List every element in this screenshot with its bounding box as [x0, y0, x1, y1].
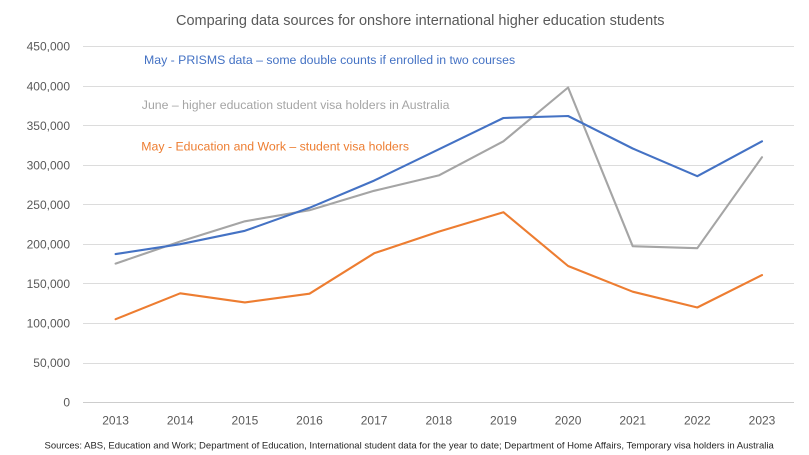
svg-text:250,000: 250,000 [27, 198, 71, 212]
svg-text:300,000: 300,000 [27, 159, 71, 173]
svg-text:Comparing data sources for ons: Comparing data sources for onshore inter… [176, 13, 664, 29]
svg-text:May - PRISMS data – some doubl: May - PRISMS data – some double counts i… [144, 53, 515, 67]
svg-text:200,000: 200,000 [27, 238, 71, 252]
svg-text:150,000: 150,000 [27, 277, 71, 291]
svg-text:2023: 2023 [749, 414, 776, 428]
svg-text:2019: 2019 [490, 414, 517, 428]
svg-text:May - Education and Work – stu: May - Education and Work – student visa … [141, 140, 409, 154]
svg-text:2020: 2020 [555, 414, 582, 428]
svg-text:50,000: 50,000 [33, 356, 70, 370]
svg-text:350,000: 350,000 [27, 119, 71, 133]
svg-text:2018: 2018 [425, 414, 452, 428]
svg-text:2016: 2016 [296, 414, 323, 428]
svg-text:June – higher education studen: June – higher education student visa hol… [142, 98, 450, 112]
svg-text:2017: 2017 [361, 414, 388, 428]
svg-text:0: 0 [63, 396, 70, 410]
svg-text:400,000: 400,000 [27, 80, 71, 94]
svg-text:2013: 2013 [102, 414, 129, 428]
svg-text:2021: 2021 [619, 414, 646, 428]
svg-text:2014: 2014 [167, 414, 194, 428]
svg-text:2015: 2015 [232, 414, 259, 428]
svg-text:2022: 2022 [684, 414, 711, 428]
svg-text:450,000: 450,000 [27, 40, 71, 54]
svg-text:100,000: 100,000 [27, 317, 71, 331]
svg-text:Sources: ABS, Education and Wo: Sources: ABS, Education and Work; Depart… [45, 441, 775, 452]
